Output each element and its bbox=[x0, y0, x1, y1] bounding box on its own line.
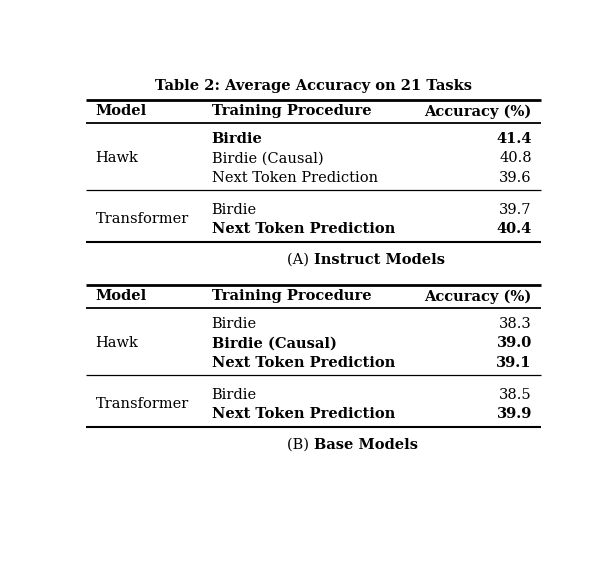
Text: 41.4: 41.4 bbox=[496, 132, 532, 146]
Text: Training Procedure: Training Procedure bbox=[212, 289, 371, 303]
Text: 40.8: 40.8 bbox=[499, 151, 532, 165]
Text: Transformer: Transformer bbox=[95, 397, 188, 411]
Text: Training Procedure: Training Procedure bbox=[212, 104, 371, 118]
Text: Birdie: Birdie bbox=[212, 132, 263, 146]
Text: Next Token Prediction: Next Token Prediction bbox=[212, 222, 395, 236]
Text: 38.5: 38.5 bbox=[499, 387, 532, 402]
Text: Birdie (Causal): Birdie (Causal) bbox=[212, 151, 323, 165]
Text: Next Token Prediction: Next Token Prediction bbox=[212, 171, 378, 184]
Text: Accuracy (%): Accuracy (%) bbox=[425, 289, 532, 303]
Text: 39.6: 39.6 bbox=[499, 171, 532, 184]
Text: (A): (A) bbox=[287, 253, 314, 267]
Text: Birdie: Birdie bbox=[212, 317, 257, 331]
Text: Hawk: Hawk bbox=[95, 151, 138, 165]
Text: (B): (B) bbox=[287, 438, 314, 452]
Text: 39.0: 39.0 bbox=[496, 336, 532, 350]
Text: 40.4: 40.4 bbox=[496, 222, 532, 236]
Text: Table 2: Average Accuracy on 21 Tasks: Table 2: Average Accuracy on 21 Tasks bbox=[155, 79, 472, 93]
Text: Transformer: Transformer bbox=[95, 212, 188, 226]
Text: 38.3: 38.3 bbox=[499, 317, 532, 331]
Text: Instruct Models: Instruct Models bbox=[314, 253, 445, 267]
Text: Next Token Prediction: Next Token Prediction bbox=[212, 356, 395, 369]
Text: Model: Model bbox=[95, 104, 147, 118]
Text: 39.1: 39.1 bbox=[496, 356, 532, 369]
Text: Model: Model bbox=[95, 289, 147, 303]
Text: Accuracy (%): Accuracy (%) bbox=[425, 104, 532, 118]
Text: Birdie: Birdie bbox=[212, 202, 257, 217]
Text: Hawk: Hawk bbox=[95, 336, 138, 350]
Text: 39.7: 39.7 bbox=[499, 202, 532, 217]
Text: Birdie (Causal): Birdie (Causal) bbox=[212, 336, 337, 350]
Text: Next Token Prediction: Next Token Prediction bbox=[212, 407, 395, 421]
Text: 39.9: 39.9 bbox=[496, 407, 532, 421]
Text: Base Models: Base Models bbox=[314, 438, 417, 452]
Text: Birdie: Birdie bbox=[212, 387, 257, 402]
